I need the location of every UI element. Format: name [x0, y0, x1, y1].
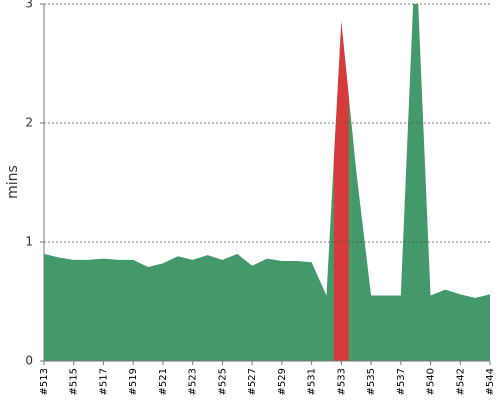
y-tick-label: 0 — [25, 354, 33, 368]
x-tick-label: #527 — [247, 368, 258, 395]
x-tick-label: #535 — [366, 368, 377, 395]
y-tick-label: 1 — [25, 235, 33, 249]
area — [44, 4, 490, 361]
x-tick-label: #533 — [336, 368, 347, 395]
y-tick-label: 3 — [25, 0, 33, 11]
y-axis-label: mins — [5, 165, 21, 199]
x-tick-label: #519 — [128, 368, 139, 395]
y-tick-label: 2 — [25, 116, 33, 130]
status-band — [333, 21, 349, 361]
x-tick-label: #515 — [69, 368, 80, 395]
plot-area — [44, 4, 490, 361]
x-tick-label: #523 — [188, 368, 199, 395]
x-tick-label: #521 — [158, 368, 169, 395]
x-tick-label: #513 — [39, 368, 50, 395]
x-tick-label: #525 — [217, 368, 228, 395]
x-tick-label: #540 — [426, 368, 437, 395]
x-tick-label: #537 — [396, 368, 407, 395]
x-tick-label: #544 — [485, 368, 496, 395]
x-tick-label: #531 — [307, 368, 318, 395]
x-tick-label: #517 — [98, 368, 109, 395]
x-tick-label: #542 — [455, 368, 466, 395]
x-tick-label: #529 — [277, 368, 288, 395]
